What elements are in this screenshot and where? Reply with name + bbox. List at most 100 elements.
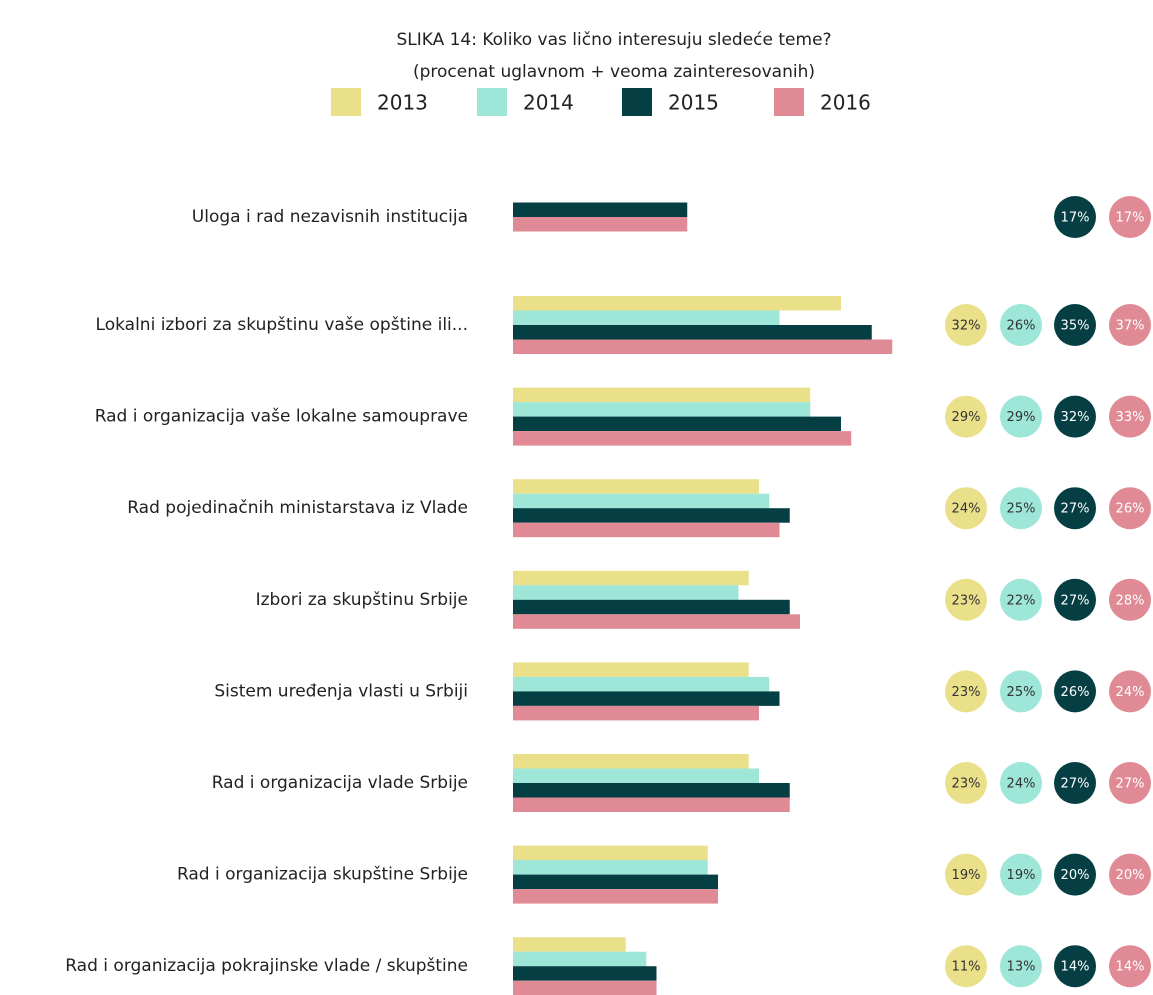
bar: [513, 662, 749, 677]
legend-swatch: [622, 88, 652, 116]
value-badge: [1054, 853, 1096, 896]
value-label: 25%: [1007, 502, 1036, 517]
category-label: Rad i organizacija vaše lokalne samoupra…: [95, 407, 468, 427]
bar: [513, 980, 657, 995]
bar: [513, 754, 749, 769]
bar: [513, 402, 811, 417]
value-badge: [945, 853, 987, 896]
value-label: 27%: [1061, 593, 1090, 608]
value-label: 32%: [952, 319, 981, 334]
value-badge: [1054, 670, 1096, 713]
value-badge: [1054, 304, 1096, 346]
bar: [513, 783, 790, 798]
value-label: 26%: [1061, 685, 1090, 700]
value-badge: [1109, 304, 1151, 346]
chart-title: SLIKA 14: Koliko vas lično interesuju sl…: [396, 30, 831, 50]
value-badge: [1109, 670, 1151, 713]
value-label: 32%: [1061, 410, 1090, 425]
value-badge: [945, 304, 987, 346]
bar: [513, 768, 759, 783]
value-label: 26%: [1116, 502, 1145, 517]
value-badge: [1054, 196, 1096, 238]
value-badge: [945, 578, 987, 621]
bar: [513, 845, 708, 861]
value-badge: [1000, 945, 1042, 988]
bar: [513, 599, 790, 615]
value-label: 35%: [1061, 319, 1090, 334]
bar: [513, 431, 852, 446]
value-badge: [1109, 196, 1151, 238]
legend-swatch: [331, 88, 361, 116]
bar: [513, 202, 688, 217]
bar: [513, 937, 626, 952]
value-label: 20%: [1061, 868, 1090, 883]
bar: [513, 479, 759, 494]
value-label: 27%: [1116, 777, 1145, 792]
value-label: 33%: [1116, 410, 1145, 425]
bar: [513, 966, 657, 981]
category-label: Rad i organizacija skupštine Srbije: [177, 865, 468, 885]
value-badge: [1109, 578, 1151, 621]
value-label: 13%: [1007, 960, 1036, 975]
legend-label: 2013: [377, 91, 428, 115]
bar: [513, 217, 688, 232]
value-label: 29%: [952, 410, 981, 425]
value-badge: [1054, 578, 1096, 621]
value-badge: [1000, 304, 1042, 346]
category-label: Uloga i rad nezavisnih institucija: [192, 207, 468, 227]
legend-label: 2014: [523, 91, 574, 115]
category-label: Lokalni izbori za skupštinu vaše opštine…: [96, 315, 468, 335]
value-badge: [1000, 762, 1042, 804]
value-badge: [1109, 762, 1151, 804]
value-badge: [1000, 578, 1042, 621]
bar: [513, 860, 708, 875]
bar: [513, 585, 739, 600]
value-label: 11%: [952, 960, 981, 975]
bar: [513, 339, 893, 354]
value-badge: [945, 945, 987, 988]
value-badge: [1054, 762, 1096, 804]
value-badge: [1000, 487, 1042, 530]
bar: [513, 522, 780, 538]
value-badge: [1109, 853, 1151, 896]
value-label: 29%: [1007, 410, 1036, 425]
value-badge: [945, 487, 987, 530]
bar: [513, 387, 811, 403]
bar: [513, 951, 647, 967]
value-label: 19%: [1007, 868, 1036, 883]
value-label: 28%: [1116, 593, 1145, 608]
bar: [513, 691, 780, 706]
bar: [513, 676, 770, 692]
value-badge: [1109, 945, 1151, 988]
value-badge: [945, 670, 987, 713]
value-label: 17%: [1061, 211, 1090, 226]
bar: [513, 705, 759, 721]
value-label: 23%: [952, 593, 981, 608]
value-label: 27%: [1061, 777, 1090, 792]
legend-swatch: [477, 88, 507, 116]
value-badge: [1000, 853, 1042, 896]
value-label: 23%: [952, 777, 981, 792]
value-label: 25%: [1007, 685, 1036, 700]
bar: [513, 296, 841, 311]
value-badge: [1000, 395, 1042, 438]
category-label: Rad pojedinačnih ministarstava iz Vlade: [127, 498, 468, 518]
value-label: 27%: [1061, 502, 1090, 517]
category-label: Rad i organizacija vlade Srbije: [212, 773, 468, 793]
value-badge: [945, 762, 987, 804]
value-label: 24%: [1116, 685, 1145, 700]
legend-swatch: [774, 88, 804, 116]
value-badge: [1054, 487, 1096, 530]
value-badge: [1000, 670, 1042, 713]
legend-label: 2016: [820, 91, 871, 115]
category-label: Rad i organizacija pokrajinske vlade / s…: [65, 956, 468, 976]
bar: [513, 797, 790, 812]
bar: [513, 508, 790, 523]
bar: [513, 416, 841, 432]
value-label: 23%: [952, 685, 981, 700]
value-label: 14%: [1116, 960, 1145, 975]
value-label: 22%: [1007, 593, 1036, 608]
bar: [513, 570, 749, 586]
bar: [513, 493, 770, 509]
